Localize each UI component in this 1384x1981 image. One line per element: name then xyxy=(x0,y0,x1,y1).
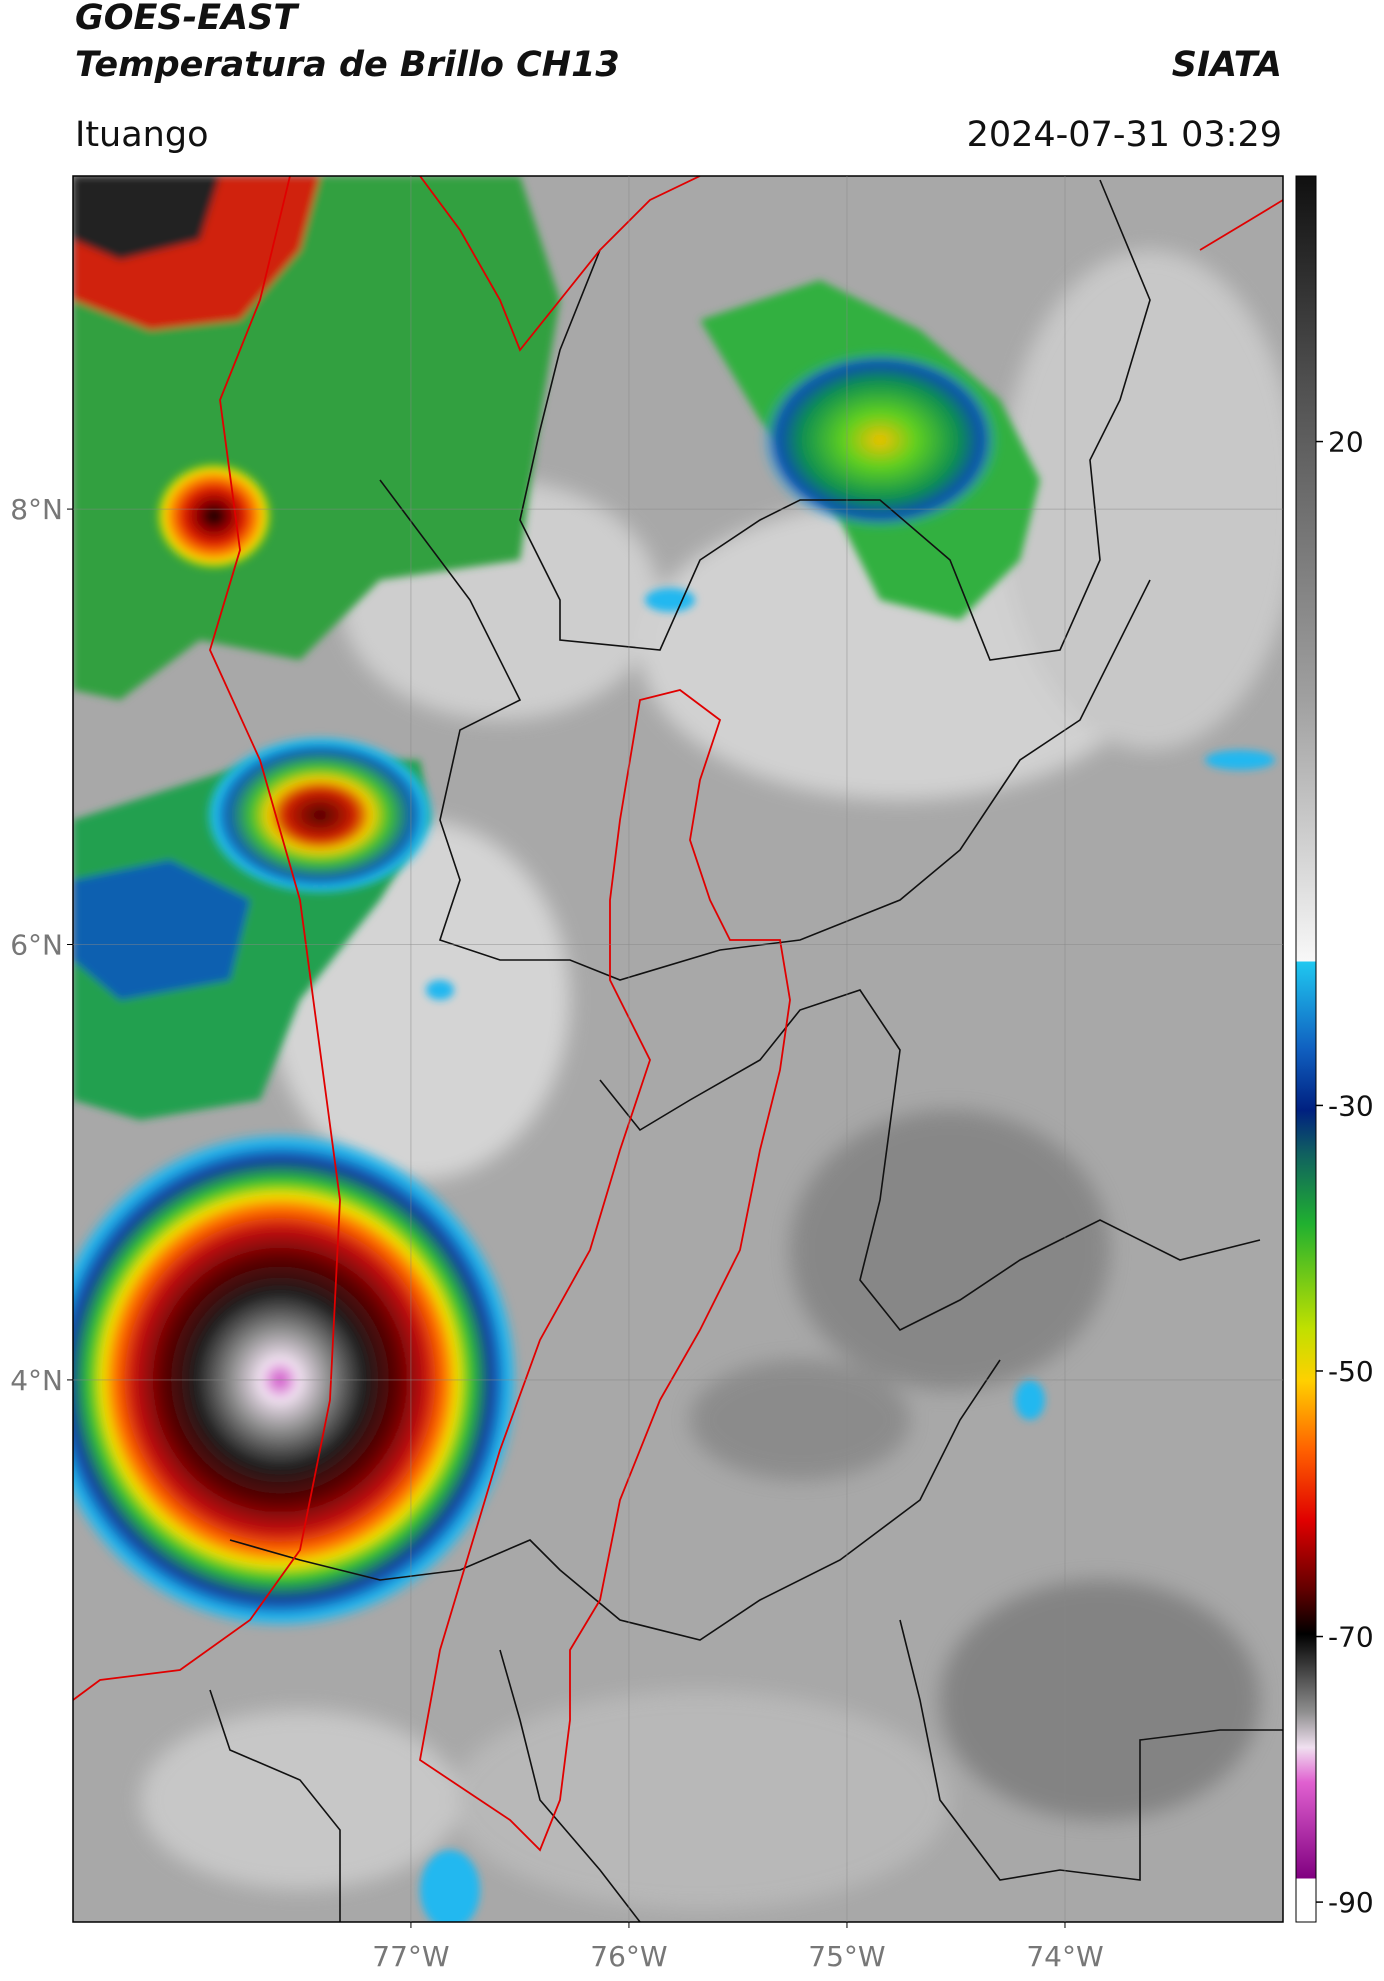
colorbar-tick-label: 20 xyxy=(1328,426,1364,459)
region: Ituango xyxy=(75,115,209,155)
colorbar-tick-label: -90 xyxy=(1328,1886,1374,1919)
colorbar-tick-label: -70 xyxy=(1328,1621,1374,1654)
y-tick-label: 8°N xyxy=(10,493,63,526)
title: GOES-EAST xyxy=(75,0,298,38)
x-tick-label: 74°W xyxy=(1026,1940,1103,1973)
source: SIATA xyxy=(1171,45,1282,85)
satellite-image xyxy=(73,176,1283,1922)
y-tick-label: 4°N xyxy=(10,1364,63,1397)
map-frame xyxy=(72,175,1284,1923)
colorbar-tick-label: -30 xyxy=(1328,1089,1374,1122)
x-tick-label: 77°W xyxy=(372,1940,449,1973)
y-tick-label: 6°N xyxy=(10,929,63,962)
colorbar-tick-label: -50 xyxy=(1328,1355,1374,1388)
subtitle: Temperatura de Brillo CH13 xyxy=(75,45,620,85)
datetime: 2024-07-31 03:29 xyxy=(966,115,1282,155)
x-tick-label: 76°W xyxy=(590,1940,667,1973)
colorbar xyxy=(1295,175,1317,1923)
x-tick-label: 75°W xyxy=(808,1940,885,1973)
